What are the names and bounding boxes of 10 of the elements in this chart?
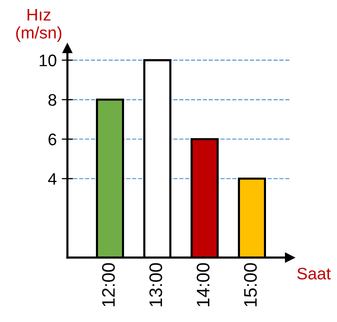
y-tick-label: 8 bbox=[48, 94, 56, 106]
y-tick-label: 10 bbox=[40, 54, 56, 66]
y-axis-title: Hız (m/sn) bbox=[16, 8, 62, 42]
x-axis-title: Saat bbox=[297, 268, 331, 280]
y-tick-label: 6 bbox=[48, 134, 56, 146]
x-tick-label: 14:00 bbox=[196, 263, 210, 306]
x-tick-label: 13:00 bbox=[149, 263, 162, 306]
y-tick-label: 4 bbox=[48, 173, 56, 185]
x-tick-label: 12:00 bbox=[102, 263, 115, 306]
x-tick-label: 15:00 bbox=[244, 263, 257, 306]
